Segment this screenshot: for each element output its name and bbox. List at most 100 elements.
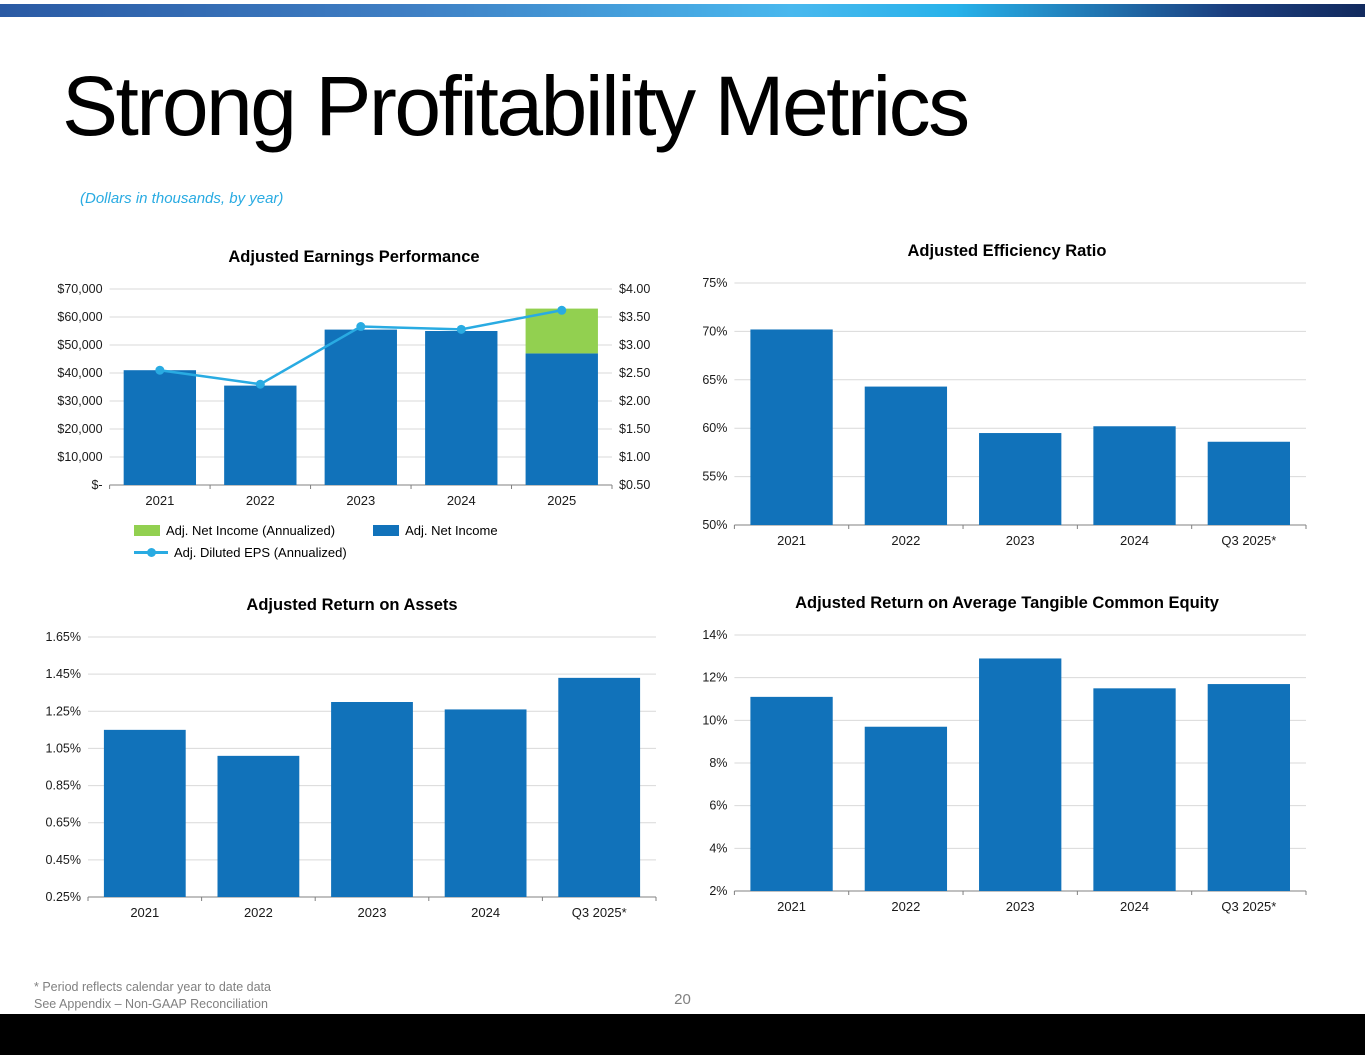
svg-text:Q3 2025*: Q3 2025* [572,905,627,920]
chart-plot-return-on-assets: 0.25% 0.45% 0.65% 0.85% 1.05% 1.25% 1.45% 1.65%… [38,627,666,927]
blue-swatch-icon [373,525,400,536]
line-marker [356,322,366,332]
svg-text:65%: 65% [702,373,727,387]
bar [525,353,598,485]
svg-text:$3.50: $3.50 [619,310,650,324]
svg-text:$1.50: $1.50 [619,422,650,436]
legend-item-diluted-eps: Adj. Diluted EPS (Annualized) [134,545,347,560]
svg-text:2023: 2023 [358,905,387,920]
svg-text:$10,000: $10,000 [57,450,102,464]
svg-text:12%: 12% [702,671,727,685]
chart-svg: 2% 4% 6% 8% 10% 12% 14% 2021 2022 2023 2024 Q3 2025… [702,628,1307,914]
svg-text:1.25%: 1.25% [46,704,81,718]
legend-label: Adj. Diluted EPS (Annualized) [174,545,347,560]
line-marker-swatch-icon [134,547,168,558]
svg-text:8%: 8% [709,756,727,770]
chart-adjusted-return-on-assets: Adjusted Return on Assets 0.25% 0.45% 0.65… [38,596,666,927]
line-marker [557,305,567,315]
chart-title: Adjusted Return on Assets [246,596,458,614]
chart-adjusted-rotce: Adjusted Return on Average Tangible Comm… [698,594,1316,921]
chart-plot-efficiency-ratio: 50% 55% 60% 65% 70% 75% 2021 2022 2023 2024 Q3 202… [698,273,1316,555]
svg-text:2024: 2024 [1120,899,1149,914]
chart-plot-earnings: $- $10,000 $20,000 $30,000 $40,000 $50,000 $60… [46,279,662,515]
svg-text:Q3 2025*: Q3 2025* [1221,899,1276,914]
svg-text:2024: 2024 [447,493,476,508]
svg-text:$0.50: $0.50 [619,478,650,492]
bar [1207,441,1290,525]
footnote-line-2: See Appendix – Non-GAAP Reconciliation [34,996,268,1011]
chart-plot-rotce: 2% 4% 6% 8% 10% 12% 14% 2021 2022 2023 2024 Q3 2025… [698,625,1316,921]
bar [1207,684,1290,891]
svg-text:60%: 60% [702,421,727,435]
svg-text:2021: 2021 [777,899,806,914]
page-number: 20 [674,991,691,1008]
svg-text:2024: 2024 [1120,533,1149,548]
chart-legend: Adj. Net Income (Annualized) Adj. Net In… [46,523,662,560]
line-marker [155,365,165,375]
svg-text:6%: 6% [709,799,727,813]
legend-item-net-income-annualized: Adj. Net Income (Annualized) [134,523,335,538]
bar [979,658,1062,891]
chart-svg: 0.25% 0.45% 0.65% 0.85% 1.05% 1.25% 1.45% 1.65%… [46,630,657,920]
svg-text:1.65%: 1.65% [46,630,81,644]
svg-text:70%: 70% [702,324,727,338]
legend-row: Adj. Net Income (Annualized) Adj. Net In… [134,523,662,538]
svg-text:2022: 2022 [891,533,920,548]
bar [1093,426,1176,525]
bar [217,755,300,897]
line-marker [456,324,466,334]
bar [123,370,197,485]
svg-text:2021: 2021 [130,905,159,920]
green-swatch-icon [134,525,160,536]
svg-text:2024: 2024 [471,905,500,920]
svg-text:75%: 75% [702,276,727,290]
bar [103,729,186,897]
legend-label: Adj. Net Income (Annualized) [166,523,336,538]
legend-label: Adj. Net Income [405,523,498,538]
bar [979,433,1062,525]
top-accent-bar [0,4,1365,17]
svg-text:0.85%: 0.85% [46,779,81,793]
svg-text:2022: 2022 [244,905,273,920]
bar [331,702,413,897]
svg-text:$2.00: $2.00 [619,394,650,408]
bar [750,696,833,891]
chart-title: Adjusted Efficiency Ratio [907,242,1107,260]
bar [750,329,833,525]
slide-subtitle: (Dollars in thousands, by year) [80,190,284,207]
bar [864,726,948,891]
legend-item-net-income: Adj. Net Income [373,523,498,538]
footnote: * Period reflects calendar year to date … [34,979,271,1013]
svg-text:Q3 2025*: Q3 2025* [1221,533,1276,548]
svg-text:2023: 2023 [1006,533,1035,548]
svg-text:2022: 2022 [246,493,275,508]
svg-text:2%: 2% [709,884,727,898]
bar [558,677,641,897]
svg-text:$4.00: $4.00 [619,282,650,296]
svg-text:2021: 2021 [777,533,806,548]
chart-svg: $- $10,000 $20,000 $30,000 $40,000 $50,000 $60… [57,282,650,508]
svg-text:$-: $- [91,478,102,492]
svg-text:1.05%: 1.05% [46,741,81,755]
bar [425,331,498,485]
bar [864,386,948,525]
bar [224,385,297,485]
bar [324,329,397,485]
chart-adjusted-efficiency-ratio: Adjusted Efficiency Ratio 50% 55% 60% 65% 70… [698,242,1316,555]
slide-title: Strong Profitability Metrics [62,59,970,153]
svg-text:0.25%: 0.25% [46,890,81,904]
chart-title: Adjusted Earnings Performance [228,248,480,266]
footnote-line-1: * Period reflects calendar year to date … [34,980,271,994]
legend-row: Adj. Diluted EPS (Annualized) [134,545,662,560]
chart-svg: 50% 55% 60% 65% 70% 75% 2021 2022 2023 2024 Q3 202… [702,276,1307,548]
svg-text:$1.00: $1.00 [619,450,650,464]
svg-text:4%: 4% [709,841,727,855]
svg-text:$2.50: $2.50 [619,366,650,380]
chart-adjusted-earnings-performance: Adjusted Earnings Performance $- $10,000 $… [46,248,662,560]
svg-text:2022: 2022 [891,899,920,914]
bar [1093,688,1176,891]
svg-text:2023: 2023 [346,493,375,508]
svg-text:1.45%: 1.45% [46,667,81,681]
svg-text:$60,000: $60,000 [57,310,102,324]
